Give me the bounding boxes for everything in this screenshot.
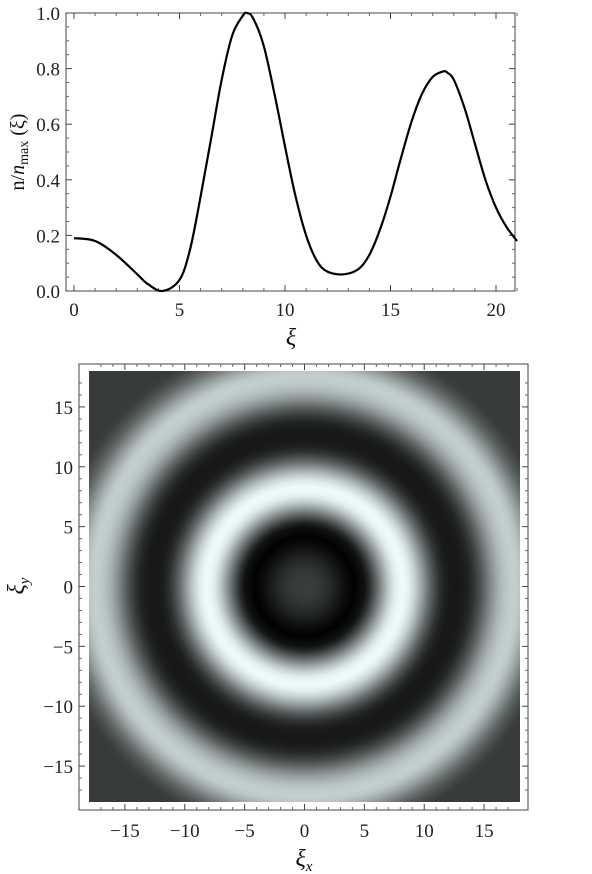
heatmap-x-tick-label: 10 — [415, 821, 434, 842]
y-tick-label: 0.0 — [36, 282, 60, 303]
y-tick-label: 0.2 — [36, 226, 60, 247]
heatmap-y-tick-label: 5 — [64, 518, 74, 539]
x-tick-label: 20 — [487, 300, 506, 321]
heatmap-x-tick-label: −10 — [170, 821, 200, 842]
x-tick-label: 10 — [276, 300, 295, 321]
y-axis-label-arg: (ξ) — [7, 114, 29, 141]
heatmap-y-tick-label: 0 — [64, 578, 74, 599]
heatmap-x-tick-label: −15 — [110, 821, 140, 842]
heatmap-x-tick-label: 0 — [300, 821, 310, 842]
heatmap-x-ticks: −15 −10 −5 0 5 10 15 — [100, 364, 509, 842]
y-axis-label: n/nmax (ξ) — [7, 114, 32, 191]
y-tick-label: 0.4 — [36, 171, 60, 192]
heatmap-y-tick-label: −15 — [43, 757, 73, 778]
heatmap-x-label-base: ξ — [296, 846, 307, 872]
heatmap-y-axis-label: ξy — [4, 577, 33, 594]
x-axis-label: ξ — [286, 325, 297, 351]
heatmap-y-label-sub: y — [17, 577, 33, 586]
heatmap-x-axis-label: ξx — [296, 846, 313, 874]
y-tick-label: 0.6 — [36, 115, 60, 136]
heatmap-y-tick-label: 10 — [54, 458, 73, 479]
heatmap-y-label-base: ξ — [4, 583, 30, 594]
y-ticks: 0.0 0.2 0.4 0.6 0.8 1.0 — [36, 4, 515, 303]
heatmap-y-tick-label: −10 — [43, 697, 73, 718]
x-tick-label: 0 — [69, 300, 79, 321]
y-axis-label-sub: max — [17, 141, 32, 165]
heatmap-y-ticks: −15 −10 −5 0 5 10 15 — [43, 382, 528, 791]
heatmap-x-tick-label: 15 — [475, 821, 494, 842]
y-tick-label: 1.0 — [36, 4, 60, 25]
x-tick-label: 15 — [381, 300, 400, 321]
y-axis-label-italic: n — [7, 165, 29, 175]
y-tick-label: 0.8 — [36, 60, 60, 81]
heatmap-y-tick-label: −5 — [53, 637, 73, 658]
x-tick-label: 5 — [175, 300, 185, 321]
series-line — [73, 11, 518, 293]
heatmap-x-tick-label: 5 — [360, 821, 370, 842]
heatmap-image — [89, 371, 520, 802]
heatmap-x-tick-label: −5 — [235, 821, 255, 842]
y-axis-label-prefix: n/ — [7, 174, 29, 190]
heatmap-x-label-sub: x — [305, 859, 313, 874]
plot-frame — [65, 12, 516, 292]
heatmap-y-tick-label: 15 — [54, 398, 73, 419]
line-chart: 0 5 10 15 20 0.0 0.2 0.4 0.6 0.8 1.0 ξ n/nmax (ξ) — [7, 4, 518, 351]
x-ticks: 0 5 10 15 20 — [69, 13, 518, 321]
